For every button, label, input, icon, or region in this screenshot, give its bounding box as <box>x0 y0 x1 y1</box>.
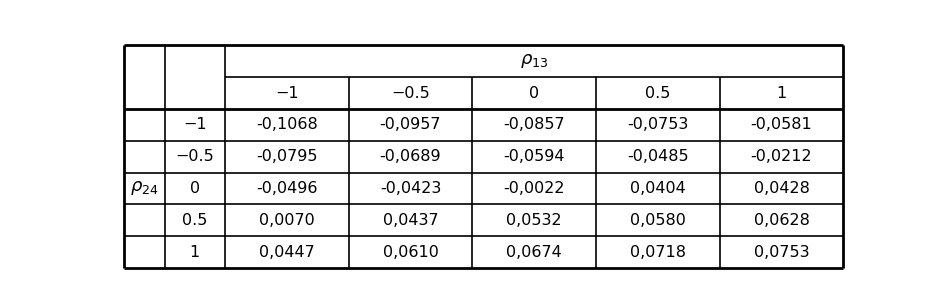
Text: −1: −1 <box>275 86 298 101</box>
Text: -0,0689: -0,0689 <box>379 149 441 164</box>
Text: -0,0022: -0,0022 <box>503 181 565 196</box>
Text: 0,0437: 0,0437 <box>382 213 438 228</box>
Text: 0,0674: 0,0674 <box>506 245 562 260</box>
Text: 0,0718: 0,0718 <box>630 245 686 260</box>
Text: 0,0447: 0,0447 <box>259 245 314 260</box>
Text: -0,0423: -0,0423 <box>379 181 441 196</box>
Text: 0: 0 <box>530 86 539 101</box>
Text: -0,0485: -0,0485 <box>627 149 689 164</box>
Text: -0,0212: -0,0212 <box>750 149 813 164</box>
Text: -0,0857: -0,0857 <box>503 117 565 132</box>
Text: -0,0753: -0,0753 <box>627 117 688 132</box>
Text: 0,0428: 0,0428 <box>753 181 810 196</box>
Text: $\rho_{13}$: $\rho_{13}$ <box>520 52 548 70</box>
Text: 0,0532: 0,0532 <box>506 213 562 228</box>
Text: -0,0795: -0,0795 <box>256 149 317 164</box>
Text: −1: −1 <box>183 117 207 132</box>
Text: 0,0580: 0,0580 <box>630 213 685 228</box>
Text: $\rho_{24}$: $\rho_{24}$ <box>130 180 159 197</box>
Text: 0: 0 <box>190 181 200 196</box>
Text: 0.5: 0.5 <box>645 86 670 101</box>
Text: -0,0594: -0,0594 <box>503 149 565 164</box>
Text: -0,0496: -0,0496 <box>256 181 317 196</box>
Text: 0,0404: 0,0404 <box>630 181 685 196</box>
Text: 0,0753: 0,0753 <box>753 245 809 260</box>
Text: -0,0581: -0,0581 <box>750 117 813 132</box>
Text: 1: 1 <box>190 245 200 260</box>
Text: -0,0957: -0,0957 <box>379 117 441 132</box>
Text: −0.5: −0.5 <box>176 149 214 164</box>
Text: 0,0070: 0,0070 <box>259 213 314 228</box>
Text: 1: 1 <box>776 86 786 101</box>
Text: 0,0628: 0,0628 <box>753 213 810 228</box>
Text: 0,0610: 0,0610 <box>382 245 438 260</box>
Text: −0.5: −0.5 <box>391 86 430 101</box>
Text: -0,1068: -0,1068 <box>256 117 318 132</box>
Text: 0.5: 0.5 <box>182 213 208 228</box>
